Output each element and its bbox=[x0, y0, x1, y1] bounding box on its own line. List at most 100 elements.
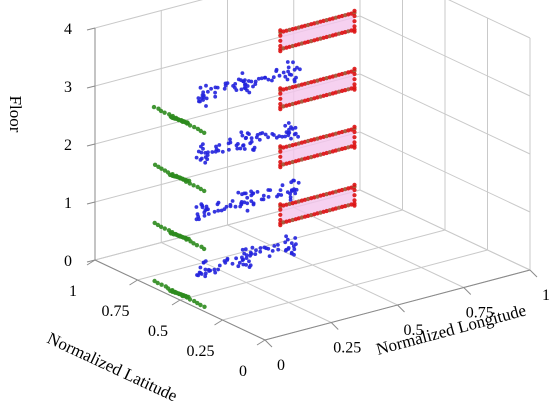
blue-cluster-point bbox=[228, 140, 233, 145]
blue-cluster-point bbox=[212, 267, 217, 272]
green-cluster-point bbox=[152, 278, 157, 284]
blue-cluster-point bbox=[201, 260, 206, 265]
green-cluster-point bbox=[168, 288, 173, 293]
green-cluster-point bbox=[192, 298, 197, 304]
red-cluster-point bbox=[278, 38, 283, 43]
red-cluster-point bbox=[278, 202, 283, 207]
x-tick-mark bbox=[463, 287, 472, 295]
blue-cluster-point bbox=[243, 86, 248, 91]
red-cluster-point bbox=[352, 24, 357, 29]
side-wall-gridline bbox=[359, 73, 531, 155]
blue-cluster-point bbox=[213, 94, 218, 99]
green-cluster-point bbox=[156, 106, 161, 111]
blue-cluster-point bbox=[294, 242, 298, 247]
side-wall-gridline bbox=[359, 131, 531, 213]
blue-cluster-point bbox=[260, 131, 265, 135]
green-cluster-point bbox=[155, 222, 161, 228]
blue-cluster-point bbox=[243, 247, 248, 252]
blue-cluster-point bbox=[239, 200, 244, 204]
red-cluster-point bbox=[278, 101, 283, 107]
blue-cluster-point bbox=[284, 234, 288, 239]
blue-cluster-point bbox=[266, 77, 271, 82]
blue-cluster-point bbox=[215, 202, 220, 207]
red-cluster-point bbox=[352, 198, 357, 203]
z-tick-label: 0 bbox=[64, 253, 72, 270]
blue-cluster-point bbox=[217, 143, 222, 147]
blue-cluster-point bbox=[268, 188, 273, 193]
z-tick-label: 4 bbox=[64, 21, 72, 38]
red-cluster-point bbox=[278, 144, 283, 149]
x-tick-label: 0 bbox=[277, 357, 285, 374]
side-wall-gridline bbox=[359, 189, 531, 271]
green-cluster-point bbox=[158, 224, 164, 229]
blue-cluster-point bbox=[263, 132, 268, 137]
x-tick-mark bbox=[264, 339, 273, 348]
blue-cluster-point bbox=[214, 147, 219, 152]
floor-gridline bbox=[179, 229, 446, 301]
red-cluster-point bbox=[278, 223, 283, 228]
red-cluster-point bbox=[278, 165, 283, 170]
blue-cluster-point bbox=[250, 245, 255, 250]
blue-cluster-point bbox=[245, 201, 250, 206]
blue-cluster-point bbox=[239, 130, 244, 135]
blue-cluster-point bbox=[292, 79, 297, 84]
red-cluster-point bbox=[278, 33, 283, 38]
green-cluster-point bbox=[199, 244, 204, 249]
green-cluster-point bbox=[202, 304, 207, 309]
blue-cluster-point bbox=[197, 217, 201, 222]
blue-cluster-point bbox=[251, 84, 255, 89]
green-cluster-point bbox=[202, 130, 207, 135]
blue-cluster-point bbox=[283, 74, 288, 79]
blue-cluster-point bbox=[206, 267, 211, 272]
x-tick-label: 1 bbox=[542, 287, 550, 304]
blue-cluster-point bbox=[270, 249, 275, 253]
green-cluster-point bbox=[181, 177, 186, 182]
blue-cluster-point bbox=[253, 79, 258, 84]
blue-cluster-point bbox=[250, 192, 255, 196]
red-cluster-band bbox=[280, 184, 355, 226]
blue-cluster-point bbox=[194, 205, 199, 209]
blue-cluster-point bbox=[194, 155, 199, 160]
blue-cluster-point bbox=[289, 180, 294, 185]
green-cluster-point bbox=[181, 235, 186, 240]
blue-cluster-point bbox=[291, 60, 295, 65]
x-tick-mark bbox=[397, 304, 405, 313]
blue-cluster-point bbox=[286, 69, 290, 74]
red-cluster-point bbox=[352, 13, 357, 19]
floor-gridline bbox=[293, 207, 464, 288]
side-wall-gridline bbox=[448, 0, 531, 39]
red-cluster-point bbox=[352, 145, 357, 150]
y-tick-label: 1 bbox=[69, 283, 77, 300]
z-tick-label: 2 bbox=[64, 137, 72, 154]
blue-cluster-point bbox=[248, 263, 253, 268]
points-layer bbox=[151, 8, 357, 309]
blue-cluster-point bbox=[266, 195, 271, 199]
blue-cluster-point bbox=[245, 131, 250, 136]
y-tick-mark bbox=[214, 319, 223, 326]
blue-cluster-point bbox=[216, 208, 221, 213]
blue-cluster-point bbox=[199, 202, 204, 207]
red-cluster-point bbox=[352, 129, 357, 135]
blue-cluster-point bbox=[227, 147, 231, 152]
blue-cluster-point bbox=[255, 190, 260, 194]
red-cluster-point bbox=[352, 182, 357, 187]
blue-cluster-point bbox=[204, 96, 209, 101]
green-cluster-point bbox=[159, 282, 164, 287]
blue-cluster-point bbox=[293, 191, 298, 196]
blue-cluster-point bbox=[233, 82, 238, 86]
green-cluster-point bbox=[195, 184, 200, 190]
blue-cluster-point bbox=[292, 252, 296, 257]
blue-cluster-point bbox=[292, 187, 296, 192]
blue-cluster-point bbox=[244, 263, 249, 267]
blue-cluster-point bbox=[202, 210, 207, 215]
blue-cluster-point bbox=[219, 208, 224, 213]
blue-cluster-point bbox=[280, 134, 285, 139]
x-tick-label: 0.25 bbox=[333, 340, 361, 357]
blue-cluster-point bbox=[195, 212, 200, 217]
blue-cluster-point bbox=[258, 249, 263, 254]
z-tick-mark bbox=[86, 85, 96, 89]
blue-cluster-point bbox=[245, 208, 250, 213]
axis-layer bbox=[86, 27, 538, 348]
blue-cluster-point bbox=[288, 198, 293, 202]
